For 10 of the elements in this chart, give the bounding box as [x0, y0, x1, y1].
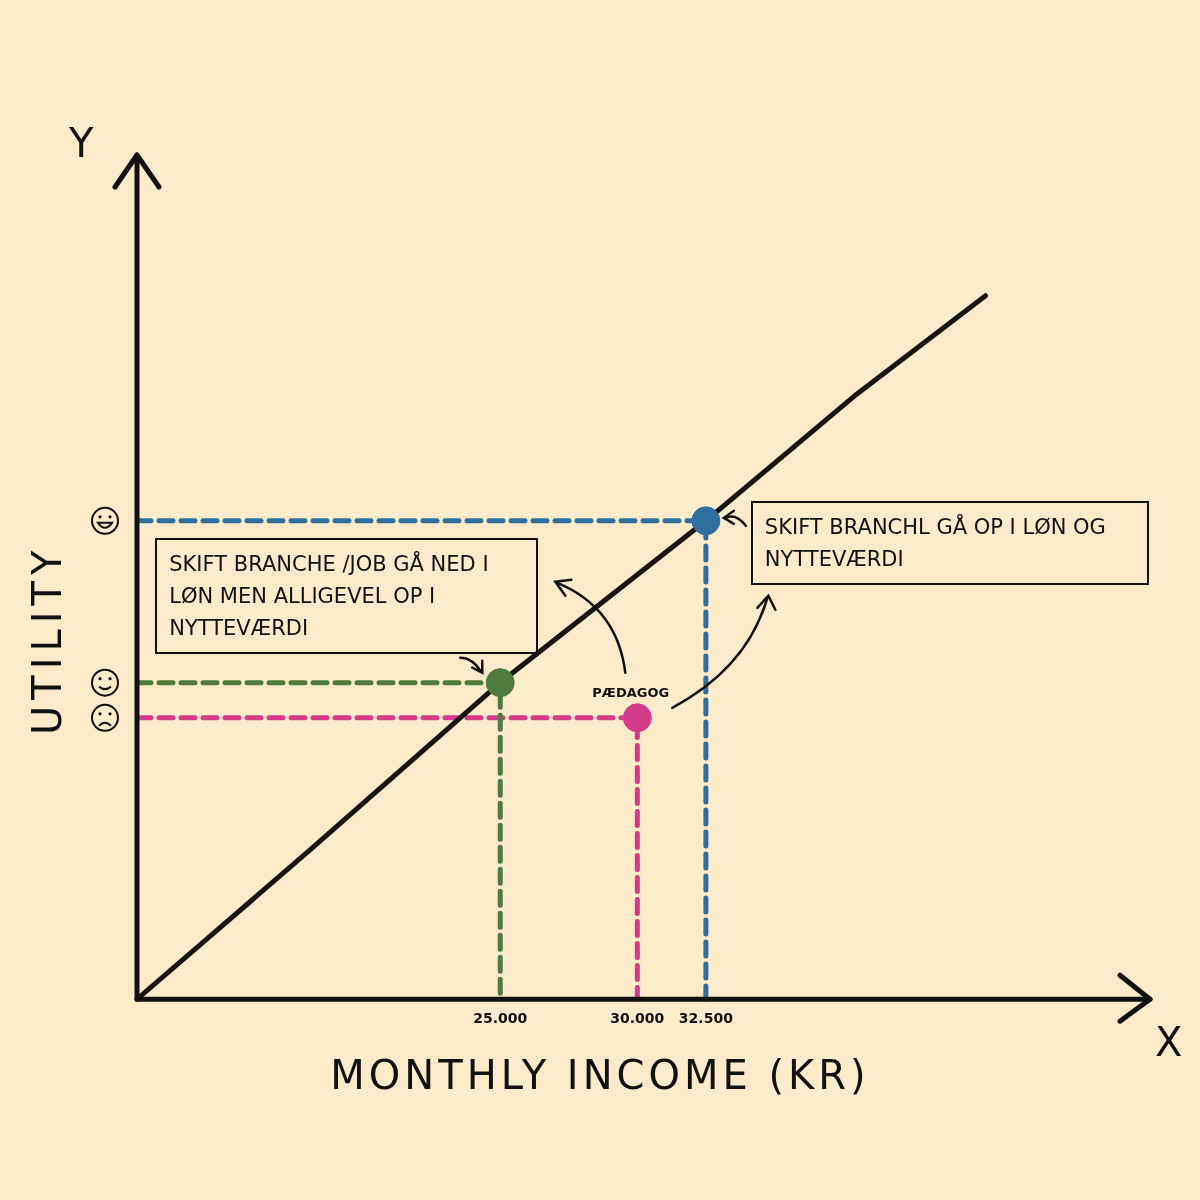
annotation: PÆDAGOG	[592, 684, 670, 700]
x-tick-label: 30.000	[610, 1010, 665, 1027]
x-axis-title: MONTHLY INCOME (KR)	[330, 1052, 870, 1098]
annotation: SKIFT BRANCHL GÅ OP I LØN OG NYTTEVÆRDI	[750, 500, 1149, 585]
y-axis-title: UTILITY	[24, 544, 70, 735]
text: X	[1155, 1019, 1183, 1066]
x-tick-label: 32.500	[678, 1010, 734, 1027]
text: Y	[69, 120, 94, 166]
x-tick-label: 25.000	[473, 1010, 528, 1027]
annotation: SKIFT BRANCHE /JOB GÅ NED I LØN MEN ALLIGEVEL OP I NYTTEVÆRDI	[155, 537, 539, 654]
